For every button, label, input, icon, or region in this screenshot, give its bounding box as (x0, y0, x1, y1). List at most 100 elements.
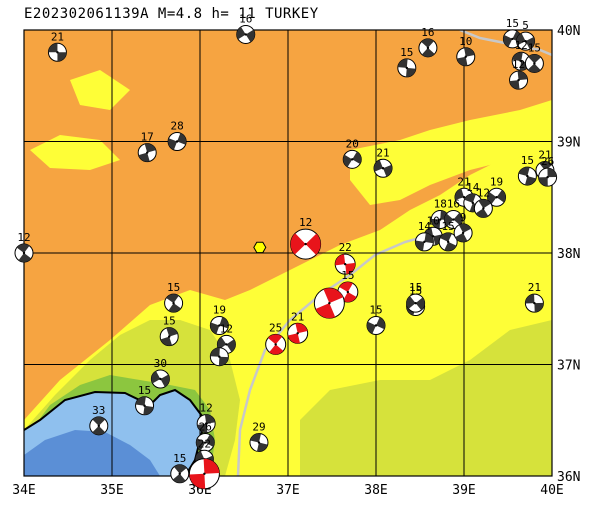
focal-mechanism-beachball[interactable]: 15 (135, 384, 155, 416)
longitude-label: 34E (12, 483, 35, 498)
beachball-center (328, 301, 331, 305)
beachball-center (471, 201, 474, 205)
beachball-quadrant (352, 151, 362, 164)
beachball-quadrant (236, 26, 246, 40)
beachball-center (159, 377, 162, 381)
focal-mechanism-beachball[interactable]: 15 (517, 154, 537, 186)
focal-mechanism-beachball[interactable]: 21 (524, 281, 544, 313)
beachball-center (439, 218, 442, 221)
focal-mechanism-beachball[interactable]: 26 (538, 155, 558, 187)
beachball-center (56, 51, 59, 54)
focal-mechanism-beachball[interactable]: 14 (414, 220, 434, 252)
epicenter-marker[interactable] (253, 241, 267, 254)
focal-mechanism-beachball[interactable]: 19 (209, 303, 229, 335)
focal-mechanism-beachball[interactable]: 12 (196, 402, 216, 434)
focal-mechanism-beachball[interactable] (209, 347, 229, 367)
focal-mechanism-beachball[interactable]: 15 (159, 315, 179, 347)
focal-mechanism-beachball[interactable]: 12 (216, 322, 236, 354)
longitude-label: 40E (540, 483, 563, 498)
depth-label: 12 (477, 186, 490, 199)
depth-label: 15 (528, 41, 541, 54)
beachball-center (546, 175, 549, 179)
focal-mechanism-beachball[interactable]: 17 (137, 131, 157, 163)
land-mid-patch (30, 135, 120, 170)
beachball-quadrant (315, 303, 336, 319)
focal-mechanism-beachball[interactable]: 12 (290, 216, 322, 260)
depth-label: 16 (421, 26, 434, 39)
depth-label: 19 (213, 303, 226, 316)
beachball-quadrant (205, 434, 215, 447)
focal-mechanism-beachball[interactable]: 15 (524, 41, 544, 73)
beachball-quadrant (454, 188, 464, 200)
beachball-center (218, 355, 221, 358)
focal-mechanism-beachball[interactable]: 15 (406, 281, 426, 313)
depth-label: 12 (299, 216, 312, 229)
focal-mechanism-beachball[interactable]: 33 (89, 404, 109, 436)
depth-label: 21 (538, 148, 551, 161)
beachball-quadrant (219, 316, 229, 329)
focal-mechanism-beachball[interactable]: 12 (509, 58, 529, 90)
beachball-quadrant (151, 371, 161, 384)
focal-mechanism-beachball[interactable]: 25 (265, 321, 287, 355)
beachball-quadrant (92, 425, 106, 435)
beachball-quadrant (539, 161, 553, 171)
focal-mechanism-beachball[interactable]: 16 (236, 12, 256, 44)
beachball-quadrant (538, 177, 548, 187)
longitude-labels: 34E 35E 36E 37E 38E 39E 40E (12, 483, 563, 498)
depth-label: 16 (239, 12, 252, 25)
focal-mechanism-beachball[interactable]: 16 (418, 26, 438, 58)
focal-mechanism-beachball[interactable]: 28 (167, 120, 187, 151)
focal-mechanism-beachball[interactable] (188, 458, 220, 490)
focal-mechanism-beachball[interactable]: 20 (342, 137, 362, 169)
focal-mechanism-beachball[interactable]: 15 (438, 220, 458, 252)
depth-label: 26 (199, 421, 212, 434)
beachball-center (414, 301, 417, 305)
depth-label: 25 (269, 321, 282, 334)
focal-mechanism-beachball[interactable]: 30 (150, 357, 170, 389)
beachball-quadrant (376, 317, 386, 330)
focal-mechanism-beachball[interactable]: 9 (453, 211, 473, 243)
beachball-quadrant (343, 154, 353, 168)
focal-mechanism-beachball[interactable]: 10 (456, 35, 476, 67)
beachball-quadrant (173, 464, 187, 474)
beachball-quadrant (160, 374, 170, 387)
focal-mechanism-beachball[interactable]: 21 (47, 30, 67, 62)
beachball-center (175, 140, 179, 143)
focal-mechanism-beachball[interactable]: 12 (473, 186, 493, 218)
beachball-quadrant (57, 52, 67, 62)
beachball-center (351, 158, 354, 161)
focal-mechanism-beachball[interactable]: 15 (164, 281, 184, 313)
depth-label: 21 (528, 281, 541, 294)
beachball-quadrant (547, 168, 557, 178)
focal-mechanism-beachball[interactable] (313, 287, 345, 319)
beachball-quadrant (366, 321, 376, 334)
focal-mechanism-beachball[interactable]: 15 (366, 303, 386, 335)
beachball-quadrant (453, 212, 463, 226)
beachball-quadrant (433, 234, 443, 246)
beachball-center (225, 343, 228, 346)
beachball-center (204, 441, 207, 444)
beachball-quadrant (517, 71, 528, 81)
focal-mechanism-beachball[interactable]: 15 (170, 452, 190, 484)
sea-deep-area (24, 430, 160, 476)
beachball-center (462, 196, 466, 199)
focal-mechanism-beachball[interactable]: 16 (443, 198, 463, 230)
focal-mechanism-beachball[interactable]: 22 (334, 241, 356, 275)
focal-mechanism-beachball[interactable]: 21 (454, 175, 474, 207)
depth-label: 28 (170, 120, 183, 133)
latitude-label: 38N (557, 247, 580, 262)
beachball-quadrant (295, 323, 308, 334)
focal-mechanism-beachball[interactable]: 5 (516, 19, 536, 51)
focal-mechanism-beachball[interactable]: 21 (287, 310, 309, 344)
focal-mechanism-beachball[interactable]: 21 (373, 146, 393, 178)
latitude-label: 36N (557, 470, 580, 485)
focal-mechanism-beachball[interactable]: 12 (14, 231, 34, 263)
beachball-quadrant (464, 47, 475, 57)
focal-mechanism-beachball[interactable]: 29 (249, 421, 269, 453)
focal-mechanism-beachball[interactable]: 15 (397, 46, 417, 78)
beachball-quadrant (431, 218, 441, 229)
focal-mechanism-beachball[interactable]: 19 (487, 175, 507, 207)
focal-mechanism-beachball[interactable]: 12 (511, 39, 531, 71)
beachball-quadrant (509, 80, 520, 90)
